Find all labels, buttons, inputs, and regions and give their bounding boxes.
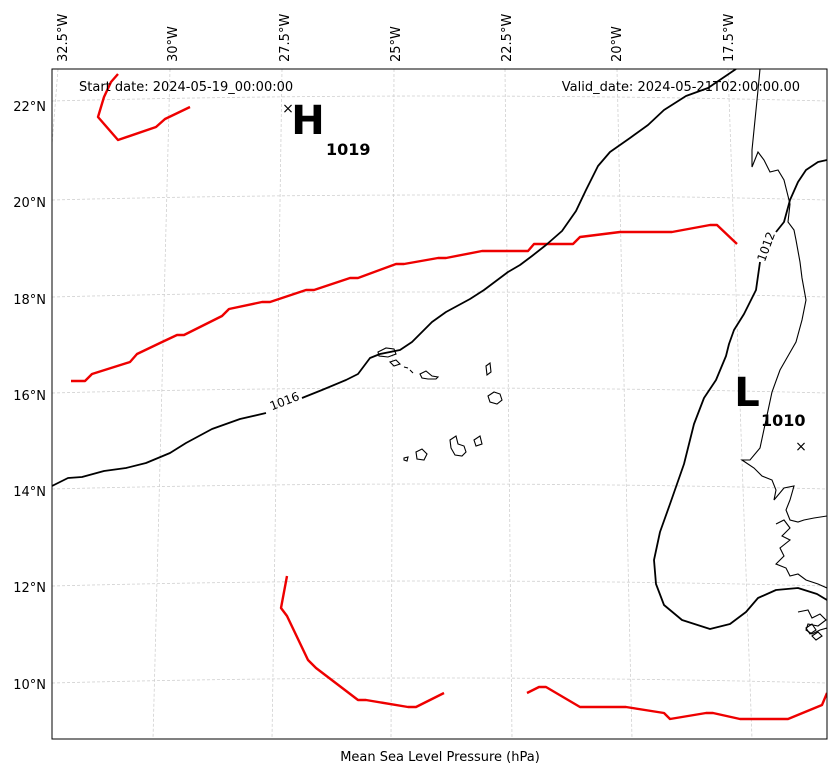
graticule — [52, 69, 827, 739]
red-contour-south-left — [279, 575, 445, 709]
island — [388, 359, 402, 367]
isobar-1012 — [653, 159, 827, 630]
low-value: 1010 — [761, 411, 806, 430]
lon-label: 20°W — [610, 26, 625, 62]
island — [473, 435, 483, 447]
meridian — [52, 69, 59, 146]
lat-label: 18°N — [13, 293, 46, 308]
lat-label: 10°N — [13, 678, 46, 693]
lat-label: 14°N — [13, 485, 46, 500]
lon-label: 32.5°W — [56, 14, 71, 62]
meridian — [727, 69, 753, 739]
island — [419, 370, 440, 380]
lon-label: 27.5°W — [278, 14, 293, 62]
island — [377, 347, 397, 358]
meridian — [152, 69, 171, 739]
isobar-label: 1016 — [268, 389, 302, 413]
low-pressure-center: × L 1010 — [734, 370, 807, 455]
lon-label: 22.5°W — [500, 14, 515, 62]
coast-guinea-bissau — [797, 609, 827, 635]
parallel — [52, 483, 827, 490]
parallel — [52, 387, 827, 394]
high-center-marker: × — [282, 101, 294, 117]
red-contour-north — [71, 223, 738, 383]
african-coastline — [740, 69, 827, 641]
red-contour-south-right — [526, 685, 827, 721]
figure-caption: Mean Sea Level Pressure (hPa) — [340, 750, 540, 765]
lat-label: 20°N — [13, 196, 46, 211]
isobar-1016 — [52, 69, 737, 487]
lon-label: 25°W — [389, 26, 404, 62]
lon-label: 17.5°W — [722, 14, 737, 62]
meridian — [271, 69, 283, 739]
latitude-labels: 22°N 20°N 18°N 16°N 14°N 12°N 10°N — [13, 100, 46, 693]
high-value: 1019 — [326, 140, 371, 159]
coast-mauritania — [740, 69, 827, 523]
lat-label: 16°N — [13, 389, 46, 404]
isobars — [52, 69, 827, 630]
red-contours — [71, 73, 827, 721]
parallel — [52, 194, 827, 201]
meridian — [616, 69, 633, 739]
parallel — [52, 580, 827, 587]
meridian — [504, 69, 513, 739]
parallel — [52, 95, 827, 102]
lat-label: 12°N — [13, 581, 46, 596]
high-letter: H — [291, 98, 324, 144]
isobar-label: 1012 — [754, 230, 778, 263]
island — [485, 361, 492, 377]
meridian — [390, 69, 395, 739]
cape-verde-islands — [377, 347, 503, 462]
longitude-labels: 32.5°W 30°W 27.5°W 25°W 22.5°W 20°W 17.5… — [56, 14, 737, 62]
lon-label: 30°W — [166, 26, 181, 62]
island — [487, 391, 503, 405]
island — [403, 456, 409, 462]
low-letter: L — [734, 370, 760, 416]
low-center-marker: × — [795, 439, 807, 455]
island — [449, 435, 467, 457]
coast-islands-bissagos — [805, 623, 823, 641]
lat-label: 22°N — [13, 100, 46, 115]
red-contour-northwest — [96, 73, 191, 142]
parallel — [52, 677, 827, 684]
start-date-label: Start date: 2024-05-19_00:00:00 — [79, 80, 293, 95]
parallel — [52, 291, 827, 298]
high-pressure-center: × H 1019 — [282, 98, 370, 159]
coast-senegal-guinea — [775, 519, 827, 589]
island — [403, 366, 414, 374]
island — [415, 448, 428, 461]
map-frame — [51, 68, 828, 740]
valid-date-label: Valid_date: 2024-05-21T02:00:00.00 — [562, 80, 800, 95]
